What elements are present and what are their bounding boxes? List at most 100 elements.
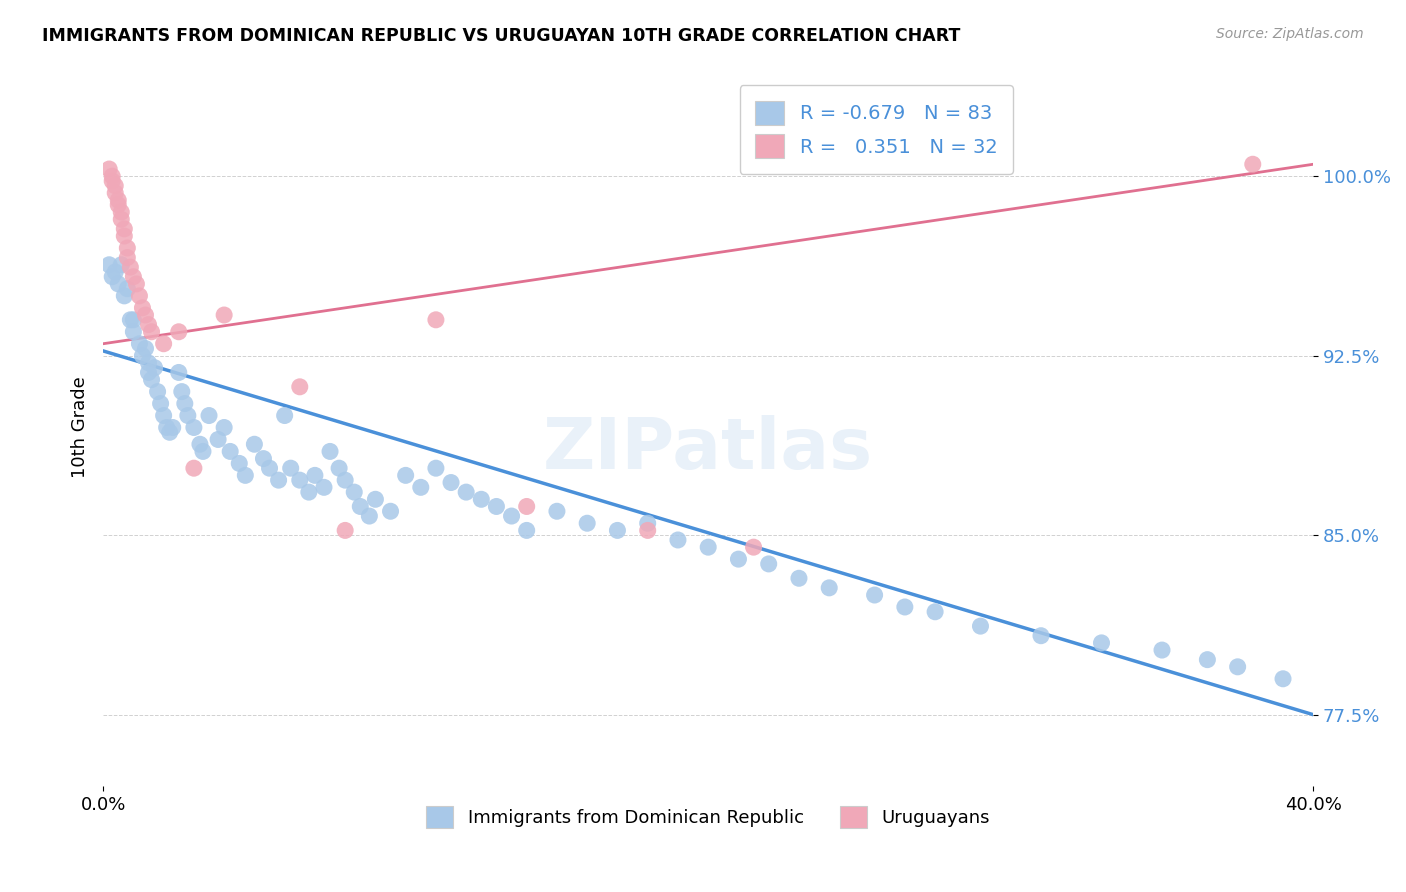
Point bbox=[122, 313, 145, 327]
Point bbox=[233, 468, 256, 483]
Point bbox=[288, 473, 311, 487]
Point bbox=[122, 269, 145, 284]
Point bbox=[131, 349, 153, 363]
Point bbox=[167, 325, 190, 339]
Point bbox=[924, 605, 946, 619]
Text: ZIPatlas: ZIPatlas bbox=[543, 415, 873, 483]
Point bbox=[273, 409, 295, 423]
Point bbox=[219, 444, 242, 458]
Point bbox=[440, 475, 463, 490]
Point bbox=[117, 251, 139, 265]
Point bbox=[863, 588, 886, 602]
Point bbox=[110, 212, 132, 227]
Point bbox=[1272, 672, 1295, 686]
Point bbox=[141, 373, 163, 387]
Point bbox=[288, 380, 311, 394]
Point bbox=[138, 318, 160, 332]
Point bbox=[134, 342, 156, 356]
Point bbox=[156, 420, 179, 434]
Point bbox=[107, 198, 129, 212]
Point bbox=[818, 581, 841, 595]
Text: Source: ZipAtlas.com: Source: ZipAtlas.com bbox=[1216, 27, 1364, 41]
Point bbox=[110, 258, 132, 272]
Point bbox=[98, 258, 121, 272]
Point bbox=[1241, 157, 1264, 171]
Point bbox=[637, 524, 659, 538]
Point bbox=[183, 461, 205, 475]
Point bbox=[1197, 653, 1219, 667]
Point bbox=[104, 186, 127, 200]
Point bbox=[212, 420, 235, 434]
Point bbox=[312, 480, 335, 494]
Point bbox=[112, 222, 135, 236]
Point bbox=[120, 313, 142, 327]
Point bbox=[122, 325, 145, 339]
Point bbox=[470, 492, 492, 507]
Point bbox=[170, 384, 193, 399]
Point bbox=[328, 461, 350, 475]
Point bbox=[128, 336, 150, 351]
Point bbox=[1090, 636, 1112, 650]
Point bbox=[787, 571, 810, 585]
Y-axis label: 10th Grade: 10th Grade bbox=[72, 376, 89, 478]
Point bbox=[120, 260, 142, 275]
Point bbox=[606, 524, 628, 538]
Point bbox=[259, 461, 281, 475]
Point bbox=[104, 178, 127, 193]
Point bbox=[112, 289, 135, 303]
Point bbox=[894, 599, 917, 614]
Point bbox=[501, 509, 523, 524]
Point bbox=[380, 504, 402, 518]
Point bbox=[101, 269, 124, 284]
Point bbox=[576, 516, 599, 531]
Point bbox=[104, 265, 127, 279]
Point bbox=[343, 485, 366, 500]
Point bbox=[128, 289, 150, 303]
Point bbox=[131, 301, 153, 315]
Point bbox=[304, 468, 326, 483]
Point bbox=[107, 193, 129, 207]
Point bbox=[110, 205, 132, 219]
Point bbox=[159, 425, 181, 440]
Point bbox=[146, 384, 169, 399]
Point bbox=[117, 282, 139, 296]
Point bbox=[364, 492, 387, 507]
Point bbox=[173, 396, 195, 410]
Point bbox=[183, 420, 205, 434]
Point bbox=[207, 433, 229, 447]
Point bbox=[138, 356, 160, 370]
Point bbox=[516, 524, 538, 538]
Point bbox=[125, 277, 148, 291]
Point bbox=[167, 366, 190, 380]
Point bbox=[1226, 660, 1249, 674]
Point bbox=[546, 504, 568, 518]
Point bbox=[101, 174, 124, 188]
Point bbox=[228, 457, 250, 471]
Point bbox=[333, 524, 356, 538]
Point bbox=[141, 325, 163, 339]
Point bbox=[333, 473, 356, 487]
Point bbox=[349, 500, 371, 514]
Point bbox=[149, 396, 172, 410]
Point bbox=[243, 437, 266, 451]
Point bbox=[252, 451, 274, 466]
Point bbox=[101, 169, 124, 184]
Point bbox=[188, 437, 211, 451]
Point bbox=[162, 420, 184, 434]
Point bbox=[359, 509, 381, 524]
Point bbox=[212, 308, 235, 322]
Point bbox=[191, 444, 214, 458]
Point bbox=[456, 485, 478, 500]
Point bbox=[177, 409, 200, 423]
Point bbox=[152, 336, 174, 351]
Point bbox=[727, 552, 749, 566]
Point bbox=[666, 533, 689, 547]
Point bbox=[742, 540, 765, 554]
Point bbox=[697, 540, 720, 554]
Point bbox=[409, 480, 432, 494]
Point bbox=[969, 619, 991, 633]
Point bbox=[134, 308, 156, 322]
Point bbox=[1029, 629, 1052, 643]
Point bbox=[152, 409, 174, 423]
Point bbox=[98, 162, 121, 177]
